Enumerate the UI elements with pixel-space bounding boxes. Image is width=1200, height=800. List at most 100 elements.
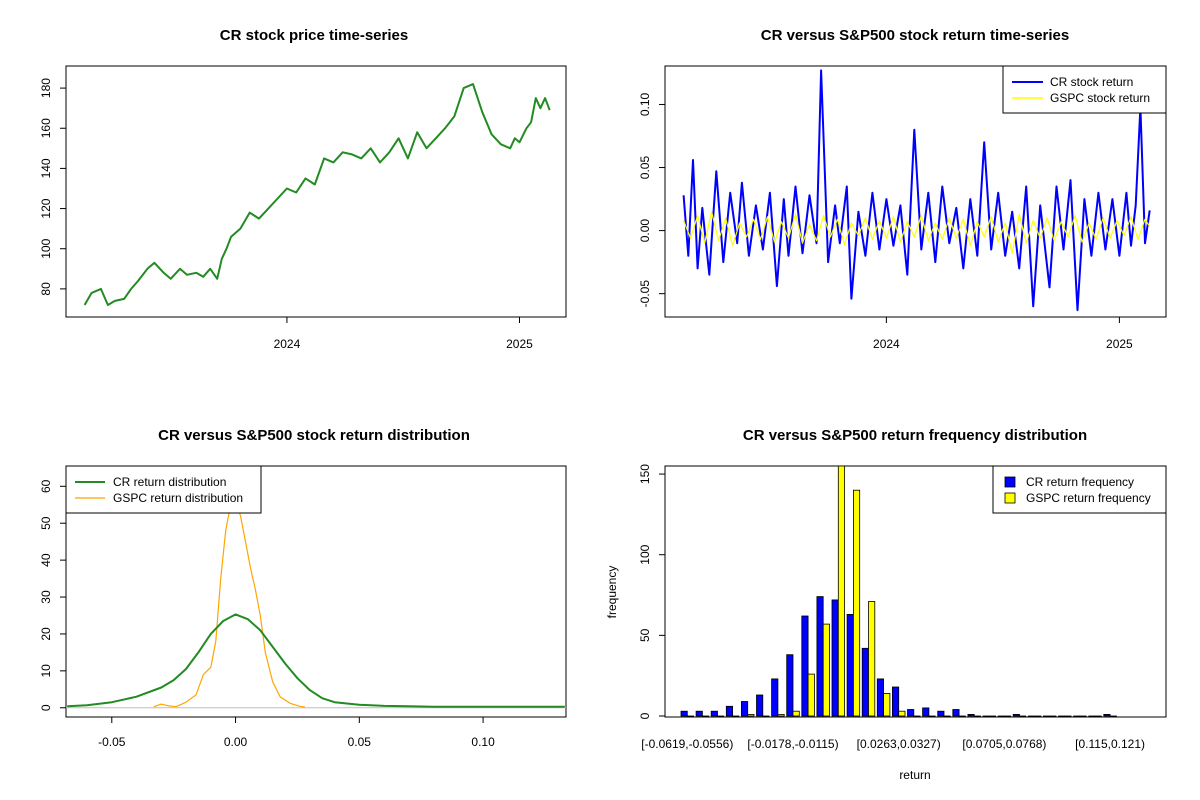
frequency-bar-cr [756,694,764,717]
density-x-tick-label: 0.10 [471,735,495,749]
frequency-bar-cr [771,678,779,717]
density-y-tick-label: 60 [39,479,53,493]
frequency-bar-cr [937,710,945,717]
frequency-chart-title: CR versus S&P500 return frequency distri… [743,427,1087,444]
frequency-bar-cr [982,715,990,718]
density-series-gspc-return-distribution [153,500,305,708]
frequency-bar-cr [907,709,915,717]
frequency-x-tick-label: [0.0705,0.0768) [962,737,1046,751]
frequency-legend: CR return frequency GSPC return frequenc… [992,465,1167,514]
panel-density: CR versus S&P500 stock return distributi… [39,427,567,749]
frequency-y-tick-label: 100 [638,544,652,564]
frequency-bar-gspc [988,715,996,718]
returns-y-tick-label: 0.00 [638,219,652,243]
frequency-bar-gspc [702,715,710,718]
frequency-bar-gspc [686,715,694,718]
frequency-bar-cr [695,710,703,717]
density-y-tick-label: 30 [39,590,53,604]
frequency-bar-gspc [898,710,906,717]
frequency-bar-cr [801,615,809,717]
density-legend: CR return distribution GSPC return distr… [65,465,262,514]
density-x-tick-label: 0.05 [348,735,372,749]
legend-cr-frequency-label: CR return frequency [1026,475,1134,489]
frequency-bar-gspc [732,715,740,718]
density-chart-title: CR versus S&P500 stock return distributi… [158,427,470,444]
frequency-bar-gspc [973,715,981,718]
density-y-tick-label: 10 [39,664,53,678]
frequency-bar-gspc [958,715,966,718]
frequency-bar-cr [861,647,869,717]
density-series [66,500,566,709]
frequency-axes: 0 50 100 150 [-0.0619,-0.0556) [-0.0178,-0.01… [638,464,1145,751]
frequency-y-axis-label: frequency [605,566,619,619]
frequency-bar-cr [892,686,900,717]
frequency-bar-gspc [837,465,845,717]
frequency-bar-cr [952,709,960,717]
legend-gspc-return-label: GSPC stock return [1050,91,1150,105]
frequency-bar-cr [997,715,1005,718]
legend-cr-density-label: CR return distribution [113,475,226,489]
price-x-tick-label: 2025 [506,337,533,351]
frequency-y-tick-label: 150 [638,464,652,484]
frequency-y-tick-label: 0 [638,712,652,719]
legend-cr-frequency-swatch [1004,476,1016,488]
returns-y-tick-label: 0.10 [638,92,652,116]
frequency-bar-cr [876,678,884,717]
frequency-bar-gspc [1094,715,1102,718]
price-x-tick-label: 2024 [274,337,301,351]
returns-chart-title: CR versus S&P500 stock return time-serie… [761,27,1069,44]
frequency-bar-cr [967,714,975,717]
density-y-tick-label: 0 [39,704,53,711]
frequency-bar-gspc [1019,715,1027,718]
price-y-tick-label: 180 [39,78,53,98]
price-chart-title: CR stock price time-series [220,27,408,44]
density-x-tick-label: -0.05 [98,735,126,749]
returns-legend: CR stock return GSPC stock return [1002,65,1167,114]
frequency-bar-gspc [913,715,921,718]
legend-cr-return-label: CR stock return [1050,75,1133,89]
density-y-tick-label: 50 [39,516,53,530]
frequency-bar-cr [710,710,718,717]
frequency-bar-gspc [807,673,815,717]
frequency-x-tick-label: [-0.0178,-0.0115) [747,737,838,751]
frequency-bar-cr [1103,714,1111,717]
legend-gspc-density-label: GSPC return distribution [113,491,243,505]
frequency-plot-frame [664,465,1167,718]
frequency-bar-cr [831,599,839,717]
frequency-bar-gspc [1109,715,1117,718]
panel-returns: CR versus S&P500 stock return time-serie… [638,27,1167,351]
density-x-tick-label: 0.00 [224,735,248,749]
price-y-tick-label: 80 [39,282,53,296]
returns-plot-frame [664,65,1167,318]
price-y-tick-label: 140 [39,158,53,178]
frequency-bar-gspc [1004,715,1012,718]
frequency-bar-gspc [928,715,936,718]
frequency-x-axis-label: return [899,768,930,782]
frequency-legend-box [992,465,1167,514]
frequency-x-tick-label: [-0.0619,-0.0556) [641,737,733,751]
price-series [83,83,551,306]
returns-y-tick-label: -0.05 [638,280,652,308]
density-series-cr-return-distribution [67,613,565,708]
frequency-bar-cr [1043,715,1051,718]
frequency-bar-cr [1073,715,1081,718]
frequency-bar-gspc [777,714,785,717]
frequency-bar-gspc [943,715,951,718]
density-y-tick-label: 40 [39,553,53,567]
returns-axes: 2024 2025 -0.05 0.00 0.05 0.10 [638,92,1133,351]
frequency-bar-cr [1058,715,1066,718]
frequency-bar-cr [922,707,930,717]
frequency-bar-gspc [1034,715,1042,718]
frequency-bar-gspc [868,601,876,717]
price-y-tick-label: 120 [39,198,53,218]
frequency-y-tick-label: 50 [638,628,652,642]
frequency-bar-gspc [1064,715,1072,718]
frequency-bar-gspc [747,714,755,717]
frequency-bar-cr [680,710,688,717]
density-y-tick-label: 20 [39,627,53,641]
frequency-bar-gspc [1049,715,1057,718]
frequency-bar-gspc [822,623,830,717]
frequency-bar-cr [1088,715,1096,718]
density-plot-frame [65,465,567,718]
